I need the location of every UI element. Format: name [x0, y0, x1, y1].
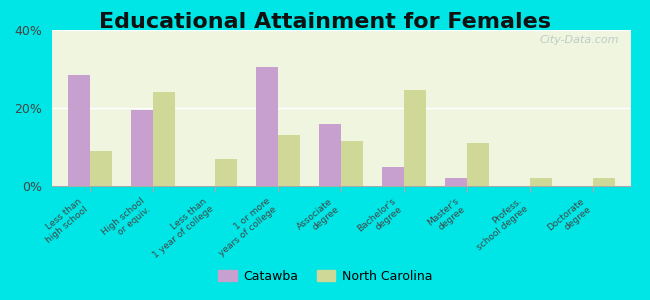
- Bar: [68, 75, 90, 186]
- Bar: [90, 151, 112, 186]
- Bar: [445, 178, 467, 186]
- Text: City-Data.com: City-Data.com: [540, 35, 619, 45]
- Bar: [153, 92, 175, 186]
- Text: Educational Attainment for Females: Educational Attainment for Females: [99, 12, 551, 32]
- Bar: [467, 143, 489, 186]
- Bar: [319, 124, 341, 186]
- Bar: [530, 178, 552, 186]
- Bar: [131, 110, 153, 186]
- Bar: [593, 178, 615, 186]
- Bar: [382, 167, 404, 186]
- Bar: [341, 141, 363, 186]
- Legend: Catawba, North Carolina: Catawba, North Carolina: [213, 265, 437, 288]
- Bar: [404, 90, 426, 186]
- Bar: [256, 67, 278, 186]
- Bar: [216, 159, 237, 186]
- Bar: [278, 135, 300, 186]
